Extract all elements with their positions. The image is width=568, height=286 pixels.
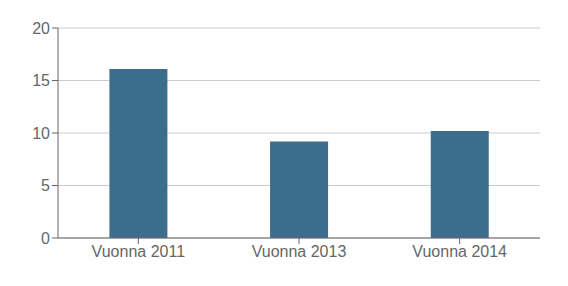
svg-text:20: 20	[32, 20, 50, 37]
svg-text:Vuonna 2014: Vuonna 2014	[412, 243, 507, 260]
svg-text:Vuonna 2013: Vuonna 2013	[252, 243, 347, 260]
svg-text:10: 10	[32, 125, 50, 142]
svg-text:5: 5	[41, 177, 50, 194]
svg-text:0: 0	[41, 230, 50, 247]
svg-text:Vuonna 2011: Vuonna 2011	[92, 243, 186, 260]
svg-text:15: 15	[32, 72, 50, 89]
